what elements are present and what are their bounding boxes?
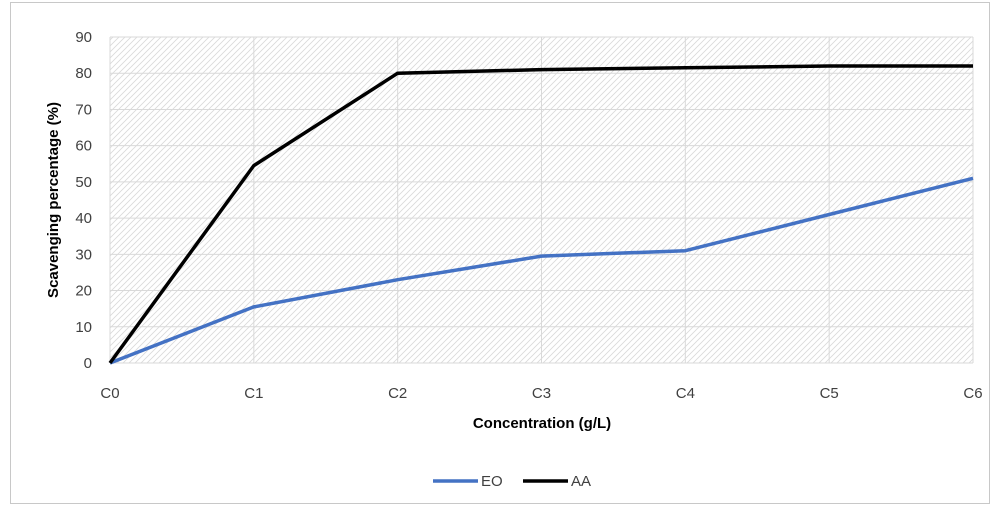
y-tick-label: 70: [75, 101, 92, 118]
x-tick-label: C1: [244, 385, 263, 402]
y-tick-label: 20: [75, 283, 92, 300]
y-axis-title: Scavenging percentage (%): [45, 102, 62, 298]
legend-label-eo: EO: [481, 473, 503, 490]
x-tick-label: C6: [963, 385, 982, 402]
series-line-aa: [108, 64, 973, 365]
legend-label-aa: AA: [571, 473, 591, 490]
gridlines: [109, 36, 974, 364]
y-tick-label: 60: [75, 138, 92, 155]
series-line-eo: [109, 176, 974, 365]
y-tick-label: 80: [75, 65, 92, 82]
y-tick-label: 50: [75, 174, 92, 191]
x-tick-label: C5: [820, 385, 839, 402]
y-tick-label: 10: [75, 319, 92, 336]
x-tick-label: C3: [532, 385, 551, 402]
y-tick-label: 30: [75, 246, 92, 263]
series-lines: [108, 64, 974, 365]
y-tick-label: 40: [75, 210, 92, 227]
y-tick-label: 90: [75, 29, 92, 46]
x-axis-ticks: C0 C1 C2 C3 C4 C5 C6: [100, 385, 982, 402]
y-axis-ticks: 0 10 20 30 40 50 60 70 80 90: [75, 29, 92, 372]
x-axis-title: Concentration (g/L): [473, 415, 611, 432]
y-tick-label: 0: [84, 355, 92, 372]
x-tick-label: C4: [676, 385, 695, 402]
legend: EO AA: [433, 473, 591, 490]
x-tick-label: C2: [388, 385, 407, 402]
x-tick-label: C0: [100, 385, 119, 402]
